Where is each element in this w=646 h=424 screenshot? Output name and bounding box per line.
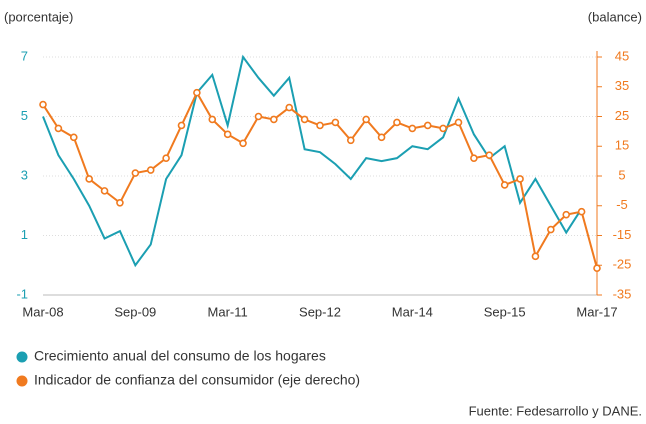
- marker: [146, 166, 155, 174]
- marker: [316, 121, 324, 130]
- y2-tick-label: -35: [613, 286, 632, 301]
- marker: [393, 118, 401, 127]
- marker: [300, 115, 309, 124]
- marker: [531, 252, 540, 261]
- x-tick-label: Sep-09: [114, 304, 156, 319]
- marker: [485, 151, 494, 159]
- marker: [593, 264, 601, 273]
- x-tick-label: Sep-15: [484, 304, 526, 319]
- y-tick-label: -1: [16, 286, 28, 301]
- marker: [454, 118, 463, 127]
- y2-axis-label: (balance): [588, 9, 642, 24]
- marker: [562, 210, 571, 219]
- marker: [39, 100, 47, 109]
- marker: [69, 133, 78, 142]
- marker: [193, 88, 201, 97]
- y2-tick-label: -5: [616, 197, 628, 212]
- series-line: [42, 54, 583, 268]
- y2-tick-label: 5: [618, 167, 625, 182]
- x-tick-label: Mar-14: [392, 304, 433, 319]
- marker: [516, 175, 524, 183]
- legend-label: Indicador de confianza del consumidor (e…: [34, 372, 360, 388]
- legend-label: Crecimiento anual del consumo de los hog…: [34, 348, 326, 364]
- marker: [162, 154, 170, 162]
- marker: [208, 115, 217, 124]
- marker: [439, 124, 447, 133]
- y2-tick-label: -15: [613, 227, 632, 242]
- y-tick-label: 3: [21, 167, 28, 182]
- y2-tick-label: 35: [615, 78, 629, 93]
- legend-swatch: [16, 351, 28, 363]
- y-axis-label: (porcentaje): [4, 9, 73, 24]
- legend-swatch: [16, 375, 28, 387]
- marker: [270, 115, 278, 124]
- y-tick-label: 5: [21, 108, 28, 123]
- marker: [547, 225, 555, 234]
- marker: [500, 181, 509, 189]
- marker: [362, 115, 370, 124]
- marker: [423, 121, 432, 130]
- marker: [116, 198, 124, 207]
- y-tick-label: 1: [21, 227, 28, 242]
- marker: [239, 139, 247, 148]
- marker: [470, 154, 478, 162]
- x-tick-label: Mar-11: [208, 304, 248, 319]
- x-tick-label: Sep-12: [299, 304, 341, 319]
- y2-tick-label: 25: [615, 108, 629, 123]
- marker: [377, 133, 386, 142]
- marker: [346, 136, 355, 145]
- marker: [177, 121, 186, 130]
- marker: [85, 175, 93, 183]
- source: Fuente: Fedesarrollo y DANE.: [469, 403, 642, 418]
- marker: [254, 112, 263, 121]
- marker: [408, 124, 417, 133]
- y-tick-label: 7: [21, 48, 28, 63]
- marker: [285, 103, 294, 112]
- y2-tick-label: -25: [613, 257, 632, 272]
- marker: [100, 187, 109, 195]
- y2-tick-label: 45: [615, 48, 629, 63]
- x-tick-label: Mar-08: [22, 304, 63, 319]
- y2-tick-label: 15: [615, 138, 629, 153]
- marker: [223, 130, 232, 139]
- marker: [331, 118, 340, 127]
- series-line: [42, 90, 598, 269]
- x-tick-label: Mar-17: [576, 304, 617, 319]
- marker: [54, 124, 63, 133]
- marker: [131, 169, 140, 177]
- marker: [577, 207, 586, 216]
